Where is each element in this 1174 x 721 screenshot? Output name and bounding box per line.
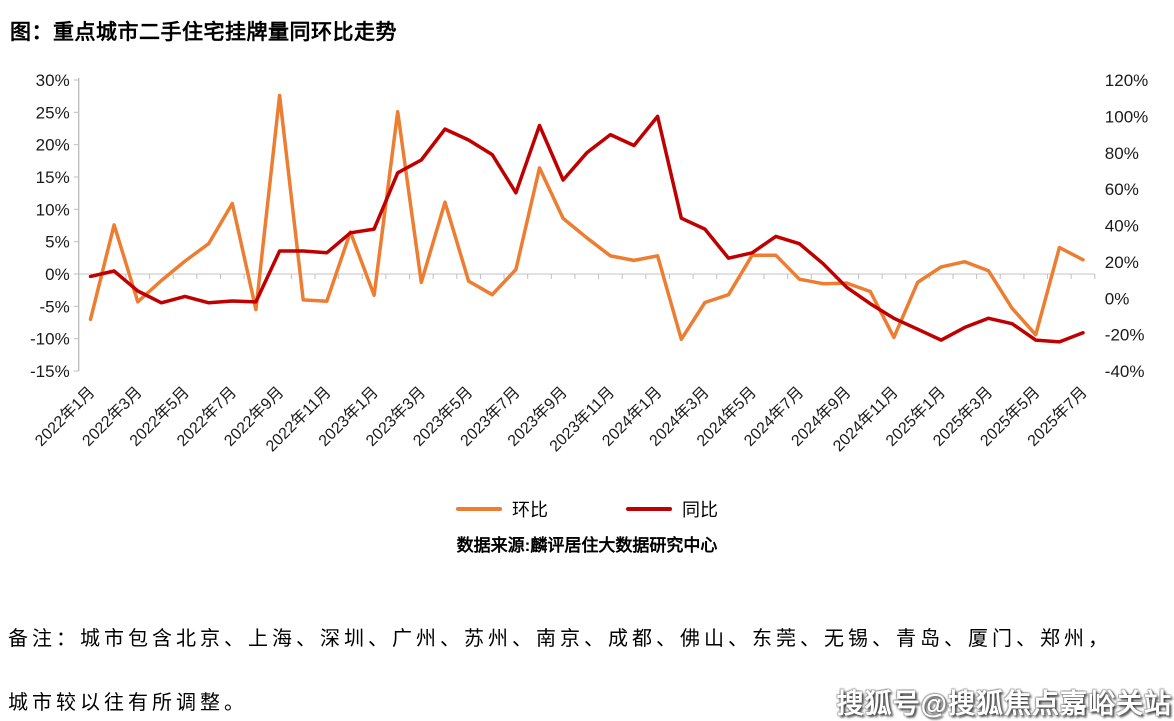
legend-line-swatch: [456, 507, 502, 511]
left-axis-label: -10%: [30, 330, 70, 349]
left-axis-label: 5%: [45, 233, 70, 252]
left-axis-label: 25%: [36, 103, 70, 122]
legend-label: 环比: [512, 500, 548, 520]
right-axis-label: -40%: [1105, 362, 1145, 381]
right-axis-label: 100%: [1105, 107, 1148, 126]
watermark-text: 搜狐号@搜狐焦点嘉峪关站: [836, 689, 1172, 719]
chart-legend: 环比 同比: [0, 496, 1174, 522]
right-axis-label: 40%: [1105, 217, 1139, 236]
left-axis-label: 15%: [36, 168, 70, 187]
mom-series-line: [88, 93, 1085, 342]
left-axis-label: 20%: [36, 136, 70, 155]
legend-item-mom: 环比: [456, 496, 548, 522]
right-axis-label: 20%: [1105, 253, 1139, 272]
left-axis-label: 30%: [36, 71, 70, 90]
legend-line-swatch: [626, 507, 672, 511]
left-axis-label: -5%: [39, 297, 69, 316]
right-axis-label: -20%: [1105, 326, 1145, 345]
left-axis-label: 10%: [36, 200, 70, 219]
right-axis-label: 0%: [1105, 289, 1130, 308]
footnote-line-1: 备注：城市包含北京、上海、深圳、广州、苏州、南京、成都、佛山、东莞、无锡、青岛、…: [8, 628, 1112, 650]
right-axis-label: 60%: [1105, 180, 1139, 199]
legend-item-yoy: 同比: [626, 496, 718, 522]
line-chart: 30% 25% 20% 15% 10% 5% 0% -5% -10% -15% 120% 100% 80…: [30, 71, 1148, 455]
data-source-caption: 数据来源:麟评居住大数据研究中心: [456, 536, 718, 555]
right-axis-label: 120%: [1105, 71, 1148, 90]
legend-label: 同比: [682, 500, 718, 520]
footnote-line-2: 城市较以往有所调整。: [8, 692, 248, 714]
left-axis-label: 0%: [45, 265, 70, 284]
yoy-series-line: [88, 114, 1085, 344]
chart-title: 图：重点城市二手住宅挂牌量同环比走势: [10, 21, 397, 44]
left-axis-label: -15%: [30, 362, 70, 381]
right-axis-label: 80%: [1105, 144, 1139, 163]
